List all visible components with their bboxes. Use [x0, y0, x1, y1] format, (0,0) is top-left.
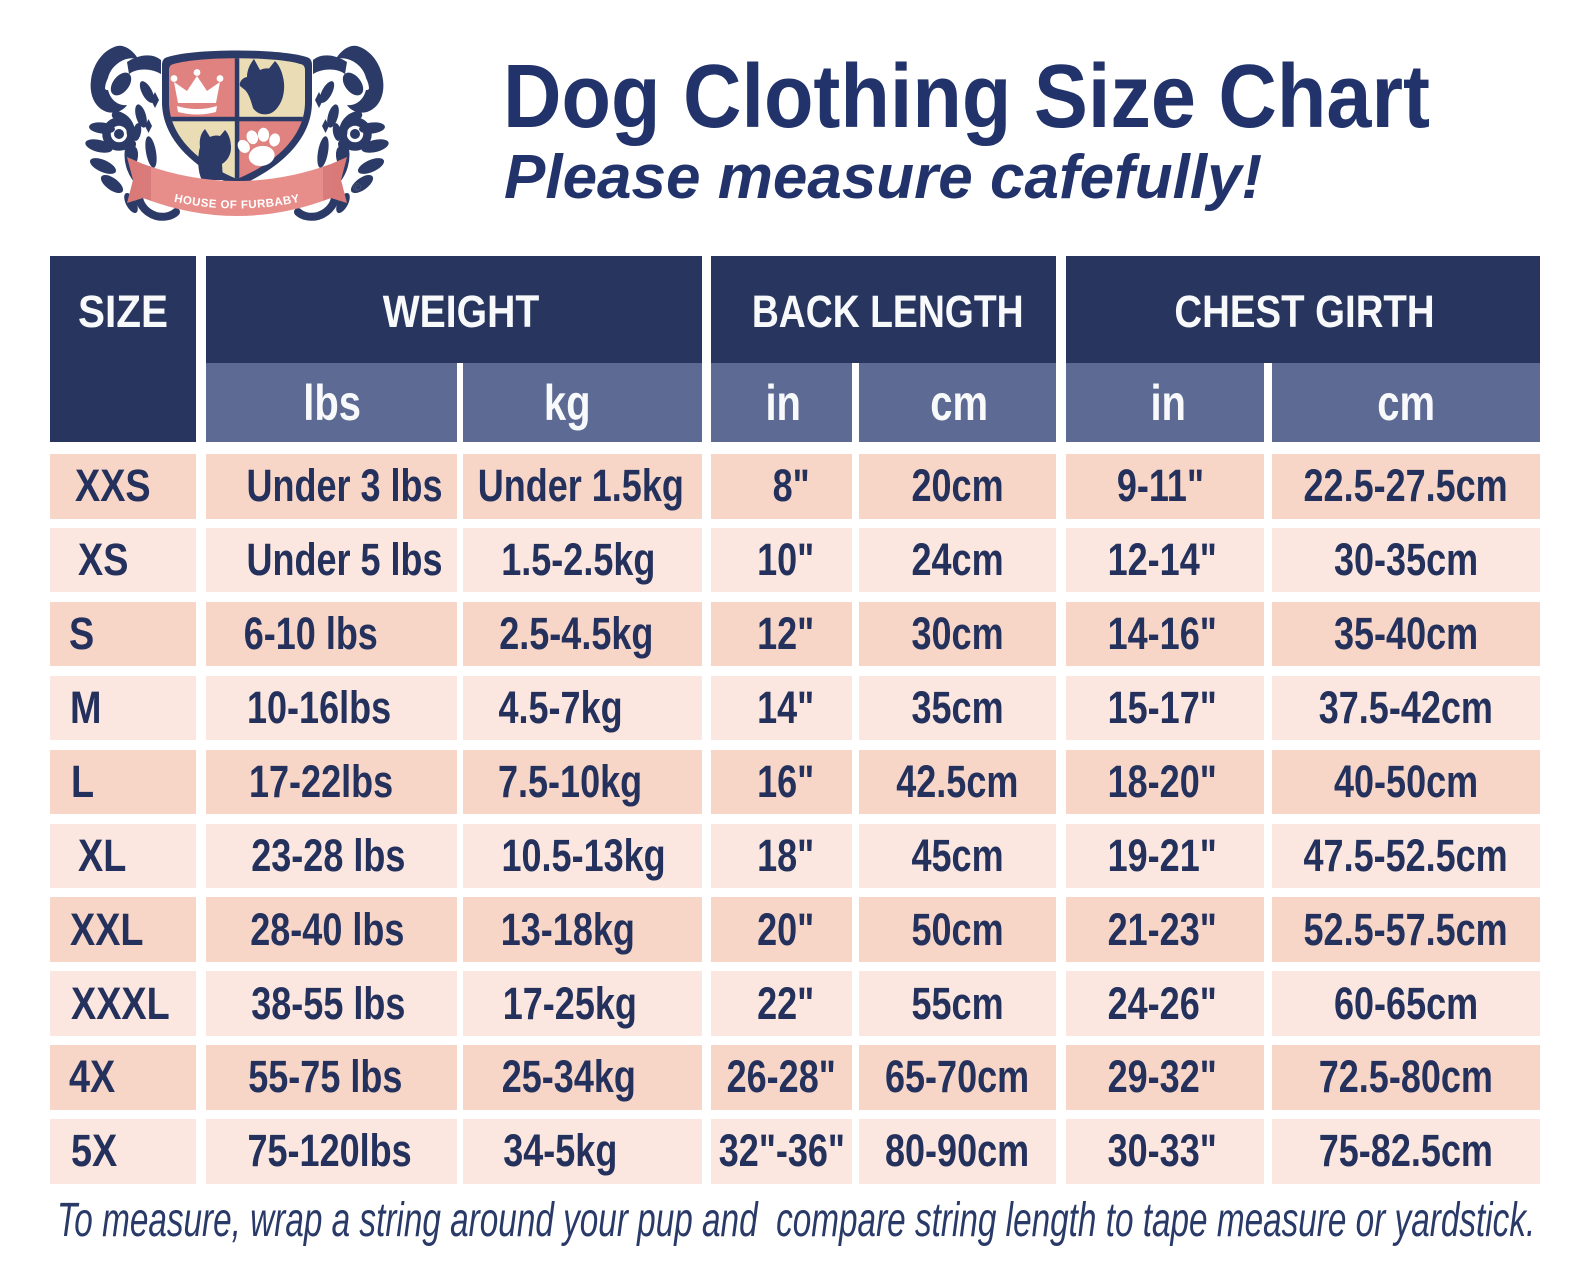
svg-text:©: © — [353, 182, 361, 194]
